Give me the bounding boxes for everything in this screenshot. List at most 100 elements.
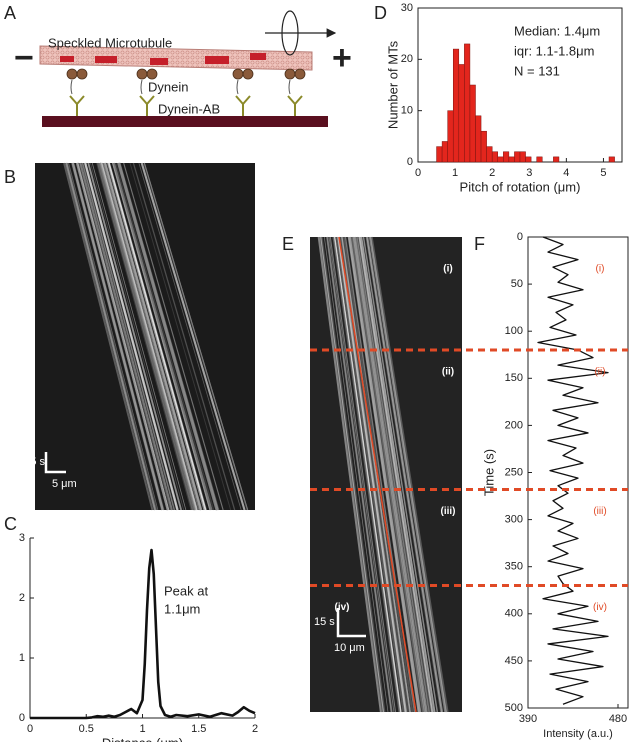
kymo-streak bbox=[326, 236, 393, 713]
data-line bbox=[30, 548, 256, 720]
time-scale: 15 s bbox=[314, 616, 335, 628]
kymo-streak bbox=[326, 236, 393, 713]
kymo-streak bbox=[79, 162, 173, 511]
peak-annotation: 1.1μm bbox=[164, 601, 200, 616]
kymo-streak bbox=[72, 162, 165, 511]
kymo-streak bbox=[75, 162, 170, 511]
kymo-streak bbox=[356, 236, 430, 713]
tethers bbox=[70, 79, 291, 95]
y-tick-label: 50 bbox=[511, 278, 523, 290]
kymo-streak bbox=[71, 162, 164, 511]
bar bbox=[475, 115, 482, 163]
bar bbox=[441, 141, 448, 163]
kymo-streak bbox=[366, 236, 444, 713]
bar bbox=[503, 151, 510, 163]
x-tick-label: 2 bbox=[489, 167, 495, 179]
bar bbox=[480, 130, 487, 163]
antibody-label: Dynein-AB bbox=[158, 101, 220, 116]
kymo-streak bbox=[317, 236, 382, 713]
kymo-streak bbox=[340, 236, 411, 713]
kymo-streak bbox=[103, 162, 201, 511]
kymo-streak bbox=[84, 162, 179, 511]
x-tick-label: 0 bbox=[27, 723, 33, 735]
bar bbox=[464, 43, 471, 163]
data-line bbox=[537, 236, 609, 705]
scale-bar: 25 s 5 μm bbox=[24, 452, 77, 490]
y-tick-label: 1 bbox=[19, 652, 25, 664]
bar bbox=[553, 156, 560, 163]
axis-title: Time (s) bbox=[481, 449, 496, 496]
kymo-streak bbox=[117, 162, 219, 511]
segment-label: (ii) bbox=[594, 367, 605, 378]
y-tick-label: 450 bbox=[505, 655, 523, 667]
axis-title: Pitch of rotation (μm) bbox=[460, 179, 581, 194]
kymo-streak bbox=[98, 162, 197, 511]
speckle bbox=[60, 56, 74, 62]
bar bbox=[447, 110, 454, 163]
trace-line bbox=[338, 236, 417, 713]
segment-label: (ii) bbox=[442, 367, 454, 378]
speckle bbox=[250, 53, 266, 60]
kymograph bbox=[35, 162, 255, 511]
distance-scale: 10 μm bbox=[334, 642, 365, 654]
kymo-streak bbox=[335, 236, 404, 713]
dynein-motors bbox=[66, 68, 306, 80]
kymo-streak bbox=[350, 236, 425, 713]
kymo-streak bbox=[71, 162, 164, 511]
panel-label: A bbox=[4, 3, 16, 23]
bar bbox=[519, 151, 526, 163]
kymo-streak bbox=[370, 236, 447, 713]
kymo-streak bbox=[327, 236, 393, 713]
panel-label: D bbox=[374, 3, 387, 23]
axis-title: Number of MTs bbox=[385, 40, 400, 129]
x-tick-label: 4 bbox=[563, 167, 569, 179]
stat-annotation: Median: 1.4μm bbox=[514, 23, 600, 38]
kymograph-image bbox=[310, 237, 462, 712]
kymo-streak bbox=[65, 162, 157, 511]
kymo-streak bbox=[123, 162, 224, 511]
kymo-streak bbox=[334, 236, 402, 713]
kymo-streak bbox=[63, 162, 154, 511]
y-tick-label: 200 bbox=[505, 419, 523, 431]
x-tick-label: 3 bbox=[526, 167, 532, 179]
plus-end: + bbox=[332, 39, 352, 77]
x-tick-label: 1 bbox=[139, 723, 145, 735]
surface bbox=[42, 116, 328, 127]
kymo-streak bbox=[320, 236, 384, 713]
kymo-streak bbox=[112, 162, 211, 511]
kymo-streak bbox=[140, 162, 246, 511]
distance-scale: 5 μm bbox=[52, 478, 77, 490]
panel-label: E bbox=[282, 234, 294, 254]
axis-title: Distance (μm) bbox=[102, 735, 183, 742]
kymo-streak bbox=[132, 162, 236, 511]
kymo-streak bbox=[100, 162, 198, 511]
y-tick-label: 100 bbox=[505, 325, 523, 337]
time-scale: 25 s bbox=[24, 456, 45, 468]
bar bbox=[491, 151, 498, 163]
kymo-streak bbox=[343, 236, 414, 713]
bar bbox=[508, 156, 515, 163]
kymo-streak bbox=[358, 236, 434, 713]
kymo-streak bbox=[66, 162, 158, 511]
axes-frame bbox=[527, 236, 629, 709]
segment-label: (iv) bbox=[593, 602, 607, 613]
y-tick-label: 2 bbox=[19, 592, 25, 604]
diagram: Speckled Microtubule Dynein Dynein-AB − … bbox=[14, 10, 352, 127]
kymo-streak bbox=[356, 236, 432, 713]
microtubule bbox=[39, 45, 313, 71]
kymo-streak bbox=[91, 162, 187, 511]
axis-title: Intensity (a.u.) bbox=[543, 728, 613, 740]
y-tick-label: 10 bbox=[401, 105, 413, 117]
y-tick-label: 350 bbox=[505, 561, 523, 573]
y-tick-label: 300 bbox=[505, 514, 523, 526]
kymo-streak bbox=[355, 236, 428, 713]
y-tick-label: 250 bbox=[505, 466, 523, 478]
y-tick-label: 0 bbox=[517, 231, 523, 243]
kymo-streak bbox=[333, 236, 400, 713]
chart: 0 0.5 1 1.5 2 0 1 2 3 Distance (μm) bbox=[19, 532, 258, 742]
kymo-streak bbox=[77, 162, 170, 511]
kymo-streak bbox=[329, 236, 397, 713]
kymo-streak bbox=[96, 162, 192, 511]
bar bbox=[458, 64, 465, 163]
